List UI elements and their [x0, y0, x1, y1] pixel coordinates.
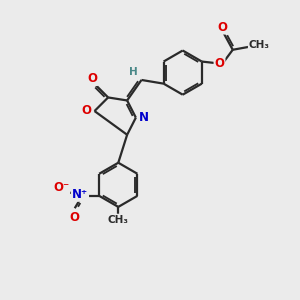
Text: O: O [214, 56, 224, 70]
Text: N: N [139, 110, 149, 124]
Text: O⁻: O⁻ [53, 181, 69, 194]
Text: O: O [81, 104, 91, 117]
Text: O: O [70, 211, 80, 224]
Text: O: O [218, 21, 227, 34]
Text: CH₃: CH₃ [108, 214, 129, 225]
Text: N⁺: N⁺ [72, 188, 88, 201]
Text: H: H [129, 67, 138, 77]
Text: O: O [87, 72, 97, 85]
Text: CH₃: CH₃ [249, 40, 270, 50]
